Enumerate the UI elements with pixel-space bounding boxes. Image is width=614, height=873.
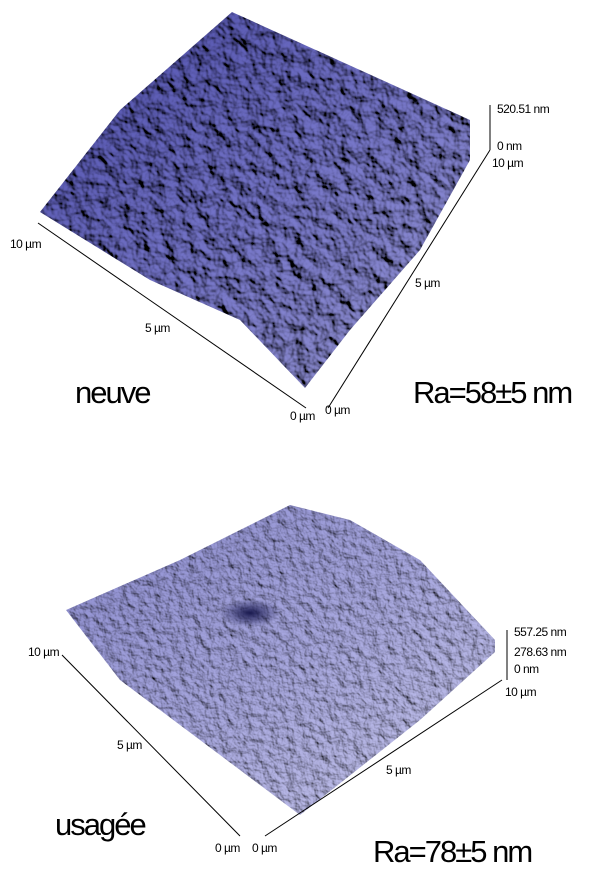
roughness: Ra=78±5 nm: [373, 834, 531, 869]
z-label: 278.63 nm: [514, 645, 567, 659]
axis-label: 10 µm: [28, 645, 60, 659]
pit: [220, 599, 280, 627]
z-label: 0 nm: [514, 662, 539, 676]
axis-label: 5 µm: [415, 276, 440, 290]
axis-label: 5 µm: [145, 321, 170, 335]
axis: [61, 654, 241, 837]
axis-label: 5 µm: [117, 738, 142, 752]
panel-used: 10 µm 5 µm 0 µm 0 µm 5 µm 10 µm 557.25 n…: [28, 505, 567, 869]
z-label: 0 nm: [497, 139, 522, 153]
axis-label: 10 µm: [492, 156, 524, 170]
axis-label: 0 µm: [290, 409, 315, 423]
caption: neuve: [75, 375, 150, 410]
z-label: 557.25 nm: [514, 625, 567, 639]
axis-label: 5 µm: [386, 763, 411, 777]
surface: [40, 12, 470, 388]
axis-label: 10 µm: [10, 237, 42, 251]
axis-label: 10 µm: [505, 685, 537, 699]
axis-label: 0 µm: [325, 403, 350, 417]
axis: [264, 679, 503, 837]
panel-new: 10 µm 5 µm 0 µm 0 µm 5 µm 10 µm 520.51 n…: [10, 12, 573, 423]
axis: [37, 222, 307, 409]
surface: [66, 505, 495, 815]
axis-label: 0 µm: [252, 841, 277, 855]
axis-label: 0 µm: [215, 841, 240, 855]
z-label: 520.51 nm: [497, 102, 550, 116]
roughness: Ra=58±5 nm: [413, 375, 571, 410]
axis: [327, 149, 491, 409]
caption: usagée: [55, 807, 145, 842]
